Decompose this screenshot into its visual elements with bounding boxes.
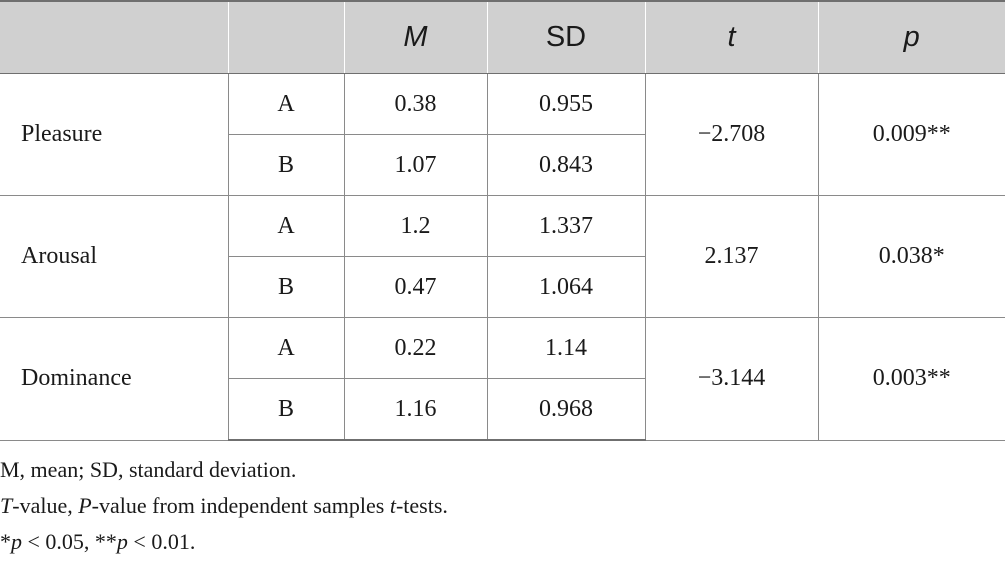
mean-cell: 0.38 [343,73,488,135]
footnote-t-symbol: T [0,493,13,518]
footnote-text: < 0.05, ** [22,529,117,554]
t-value-cell: −2.708 [644,73,819,196]
header-mean: M [343,0,487,74]
footnote-t-symbol: t [389,493,396,518]
header-blank-group [227,0,344,74]
footnote-p-symbol: p [11,529,22,554]
footnote-text: < 0.01. [127,529,196,554]
row-label-arousal: Arousal [0,195,229,318]
group-cell: A [227,73,345,135]
table-row: B 1.07 0.843 [0,134,1005,196]
sd-cell: 0.968 [486,378,646,441]
sd-cell: 1.14 [486,317,646,379]
p-value-cell: 0.038* [817,195,1005,318]
group-cell: A [227,317,345,379]
table-row: Pleasure A 0.38 0.955 −2.708 0.009** [0,73,1005,196]
results-table: M SD t p Pleasure A 0.38 0.955 −2.708 0.… [0,0,1005,441]
mean-cell: 1.07 [343,134,488,196]
footnote-text: -tests. [395,493,448,518]
sd-cell: 1.337 [486,195,646,257]
mean-cell: 0.47 [343,256,488,318]
footnote-text: -value, [12,493,79,518]
row-label-dominance: Dominance [0,317,229,441]
footnote-text: -value from independent samples [91,493,390,518]
table-row: Dominance A 0.22 1.14 −3.144 0.003** [0,317,1005,441]
table-row: B 1.16 0.968 [0,378,1005,441]
footnote-abbreviations: M, mean; SD, standard deviation. [0,452,1005,488]
group-cell: B [227,378,345,441]
sd-cell: 0.843 [486,134,646,196]
table-row: Arousal A 1.2 1.337 2.137 0.038* [0,195,1005,318]
header-blank-variable [0,0,228,74]
mean-cell: 0.22 [343,317,488,379]
header-row: M SD t p [0,0,1005,74]
mean-cell: 1.16 [343,378,488,441]
t-value-cell: 2.137 [644,195,819,318]
footnote-p-symbol: p [116,529,128,554]
t-value-cell: −3.144 [644,317,819,441]
header-p: p [817,0,1005,74]
group-cell: A [227,195,345,257]
table-row: B 0.47 1.064 [0,256,1005,318]
table-footnotes: M, mean; SD, standard deviation. T-value… [0,452,1005,560]
header-sd: SD [486,0,645,74]
row-label-pleasure: Pleasure [0,73,229,196]
sd-cell: 0.955 [486,73,646,135]
p-value-cell: 0.009** [817,73,1005,196]
footnote-tests: T-value, P-value from independent sample… [0,488,1005,524]
footnote-significance: *p < 0.05, **p < 0.01. [0,524,1005,560]
group-cell: B [227,134,345,196]
footnote-p-symbol: P [78,493,92,518]
sd-cell: 1.064 [486,256,646,318]
group-cell: B [227,256,345,318]
p-value-cell: 0.003** [817,317,1005,441]
footnote-text: * [0,529,11,554]
mean-cell: 1.2 [343,195,488,257]
header-t: t [644,0,818,74]
footnote-abbreviations-text: M, mean; SD, standard deviation. [0,457,297,482]
